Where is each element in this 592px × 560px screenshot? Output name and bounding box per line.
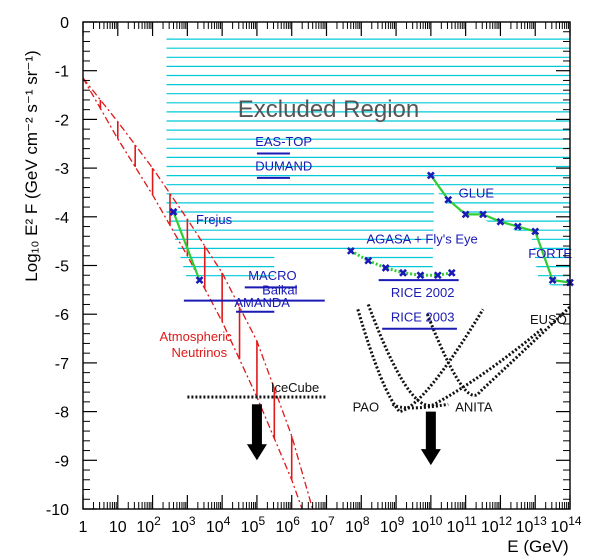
arrow-shaft (425, 411, 436, 452)
x-tick-exponent: 4 (224, 514, 231, 528)
anita-label: ANITA (455, 400, 493, 415)
x-tick-exponent: 12 (499, 514, 513, 528)
y-tick-label: -9 (55, 453, 69, 470)
glue-label: GLUE (459, 185, 495, 200)
x-tick-label: 1 (79, 519, 88, 536)
agasa-fly-s-eye-marker (364, 256, 373, 265)
agasa-fly-s-eye-marker (346, 246, 355, 255)
x-tick-exponent: 14 (568, 514, 582, 528)
x-tick-exponent: 13 (533, 514, 547, 528)
glue-marker (513, 222, 522, 231)
x-tick-label: 105 (241, 514, 266, 536)
x-tick-exponent: 5 (258, 514, 265, 528)
axes: 0-1-2-3-4-5-6-7-8-9-101 10 102 103 104 105 106… (46, 15, 582, 536)
agasa-fly-s-eye-marker (416, 271, 425, 280)
limit-label-macro: MACRO (248, 268, 296, 283)
y-tick-label: -1 (55, 64, 69, 81)
y-tick-label: 0 (60, 15, 69, 32)
y-axis-title: Log₁₀ E² F (GeV cm⁻² s⁻¹ sr⁻¹) (22, 50, 41, 281)
agasa-fly-s-eye-marker (399, 268, 407, 277)
x-tick-exponent: 9 (398, 514, 405, 528)
euso-curve (425, 305, 572, 397)
atmo-lower-bound (82, 77, 303, 510)
excluded-region-hatching (166, 38, 570, 286)
x-tick-exponent: 3 (189, 514, 196, 528)
x-tick-label: 1014 (550, 514, 581, 536)
atmospheric-label-line: Atmospheric (160, 329, 233, 344)
y-tick-label: -3 (55, 161, 69, 178)
y-tick-label: -6 (55, 307, 69, 324)
y-tick-label: -7 (55, 356, 69, 373)
glue-marker (531, 227, 540, 236)
limit-label-rice-2002: RICE 2002 (391, 285, 455, 300)
limit-label-amanda: AMANDA (234, 295, 290, 310)
x-tick-exponent: 6 (293, 514, 300, 528)
x-tick-label: 104 (206, 514, 231, 536)
icecube-label: IceCube (271, 380, 319, 395)
arrow-shaft (251, 404, 262, 447)
limit-label-eas-top: EAS-TOP (255, 134, 312, 149)
frejus-label: Frejus (196, 212, 233, 227)
y-tick-label: -10 (46, 502, 69, 519)
x-tick-label: 109 (380, 514, 405, 536)
sensitivity-curves (169, 171, 574, 287)
x-tick-label: 1010 (411, 514, 442, 536)
projected-sensitivity-curves (187, 303, 572, 414)
glue-marker (496, 217, 505, 226)
glue-marker (444, 195, 453, 204)
x-tick-exponent: 11 (464, 514, 477, 528)
x-tick-exponent: 7 (328, 514, 335, 528)
y-tick-label: -4 (55, 210, 69, 227)
x-tick-label: 102 (136, 514, 161, 536)
x-tick-label: 108 (345, 514, 370, 536)
x-tick-exponent: 10 (429, 514, 443, 528)
glue-marker (426, 171, 435, 180)
glue-marker (548, 276, 557, 285)
glue-marker (461, 210, 470, 219)
excluded-region-label: Excluded Region (238, 96, 419, 123)
x-tick-label: 1011 (447, 514, 478, 536)
limit-label-rice-2003: RICE 2003 (391, 310, 455, 325)
x-tick-label: 106 (275, 514, 300, 536)
forte-label: FORTE (528, 246, 572, 261)
anita-floor (391, 402, 449, 410)
glue-marker (479, 210, 487, 219)
x-tick-label: 10 (109, 519, 127, 536)
y-tick-label: -8 (55, 405, 69, 422)
atmo-upper-bound (82, 77, 314, 510)
x-tick-exponent: 8 (363, 514, 370, 528)
frejus-marker (195, 276, 204, 285)
atmospheric-label-line: Neutrinos (172, 345, 228, 360)
arrow-head (420, 449, 441, 466)
limit-label-dumand: DUMAND (255, 159, 312, 174)
anita-curve (366, 303, 544, 407)
x-tick-label: 107 (310, 514, 335, 536)
agasa-fly-s-eye-marker (433, 271, 442, 280)
y-tick-label: -5 (55, 259, 69, 276)
x-tick-label: 103 (171, 514, 196, 536)
agasa-fly-s-eye-marker (381, 264, 390, 272)
downward-arrows (246, 404, 441, 466)
curve-labels: Excluded RegionEAS-TOPDUMANDMACROBaikalA… (160, 96, 573, 415)
agasa-fly-s-eye-marker (447, 268, 456, 277)
x-tick-label: 1012 (481, 514, 512, 536)
y-tick-label: -2 (55, 112, 69, 129)
euso-label: EUSO (530, 312, 567, 327)
pao-curve (356, 308, 485, 414)
limit-label-baikal: Baikal (262, 283, 298, 298)
x-tick-exponent: 2 (154, 514, 161, 528)
arrow-head (246, 444, 267, 461)
experimental-limits (183, 152, 459, 330)
x-axis-title: E (GeV) (507, 537, 568, 556)
frejus-curve (172, 211, 201, 281)
pao-label: PAO (353, 400, 380, 415)
x-tick-label: 1013 (516, 514, 547, 536)
agasa-fly-s-eye-label: AGASA + Fly's Eye (367, 232, 478, 247)
frejus-marker (169, 208, 178, 216)
